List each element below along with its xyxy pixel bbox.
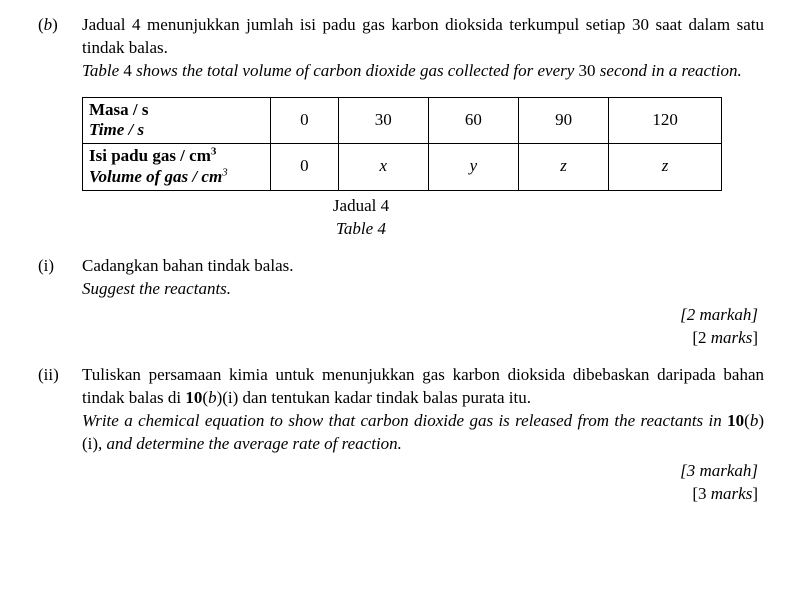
cell: 30 [338,97,428,143]
qii-content: Tuliskan persamaan kimia untuk menunjukk… [82,364,764,506]
intro-text: Jadual 4 menunjukkan jumlah isi padu gas… [82,14,764,83]
table-caption: Jadual 4 Table 4 [0,195,764,241]
question-i: (i) Cadangkan bahan tindak balas. Sugges… [38,255,764,351]
intro-ms: Jadual 4 menunjukkan jumlah isi padu gas… [82,15,764,57]
table-row: Masa / s Time / s 0 30 60 90 120 [83,97,722,143]
data-table: Masa / s Time / s 0 30 60 90 120 Isi pad… [82,97,722,191]
qii-en: Write a chemical equation to show that c… [82,411,764,453]
qi-marks: [2 markah] [2 marks] [82,304,764,350]
cell: 60 [428,97,518,143]
data-table-wrap: Masa / s Time / s 0 30 60 90 120 Isi pad… [82,97,764,191]
qi-ms: Cadangkan bahan tindak balas. [82,256,294,275]
qi-content: Cadangkan bahan tindak balas. Suggest th… [82,255,764,351]
row-header-time: Masa / s Time / s [83,97,271,143]
question-ii: (ii) Tuliskan persamaan kimia untuk menu… [38,364,764,506]
caption-en: Table 4 [336,219,386,238]
qii-label: (ii) [38,364,82,506]
cell: z [519,143,609,190]
cell: z [609,143,722,190]
cell: 120 [609,97,722,143]
cell: x [338,143,428,190]
qii-ms: Tuliskan persamaan kimia untuk menunjukk… [82,365,764,407]
table-row: Isi padu gas / cm3 Volume of gas / cm3 0… [83,143,722,190]
cell: y [428,143,518,190]
part-label-letter: b [44,15,53,34]
part-label: (b) [38,14,82,83]
qii-marks: [3 markah] [3 marks] [82,460,764,506]
qi-en: Suggest the reactants. [82,279,231,298]
qi-marks-ms: [2 markah] [680,305,758,324]
qi-label: (i) [38,255,82,351]
intro-en: Table 4 shows the total volume of carbon… [82,61,742,80]
caption-ms: Jadual 4 [333,196,389,215]
intro-block: (b) Jadual 4 menunjukkan jumlah isi padu… [38,14,764,83]
exam-question-page: (b) Jadual 4 menunjukkan jumlah isi padu… [0,0,802,516]
row-header-volume: Isi padu gas / cm3 Volume of gas / cm3 [83,143,271,190]
cell: 0 [271,143,339,190]
qii-marks-ms: [3 markah] [680,461,758,480]
cell: 90 [519,97,609,143]
cell: 0 [271,97,339,143]
